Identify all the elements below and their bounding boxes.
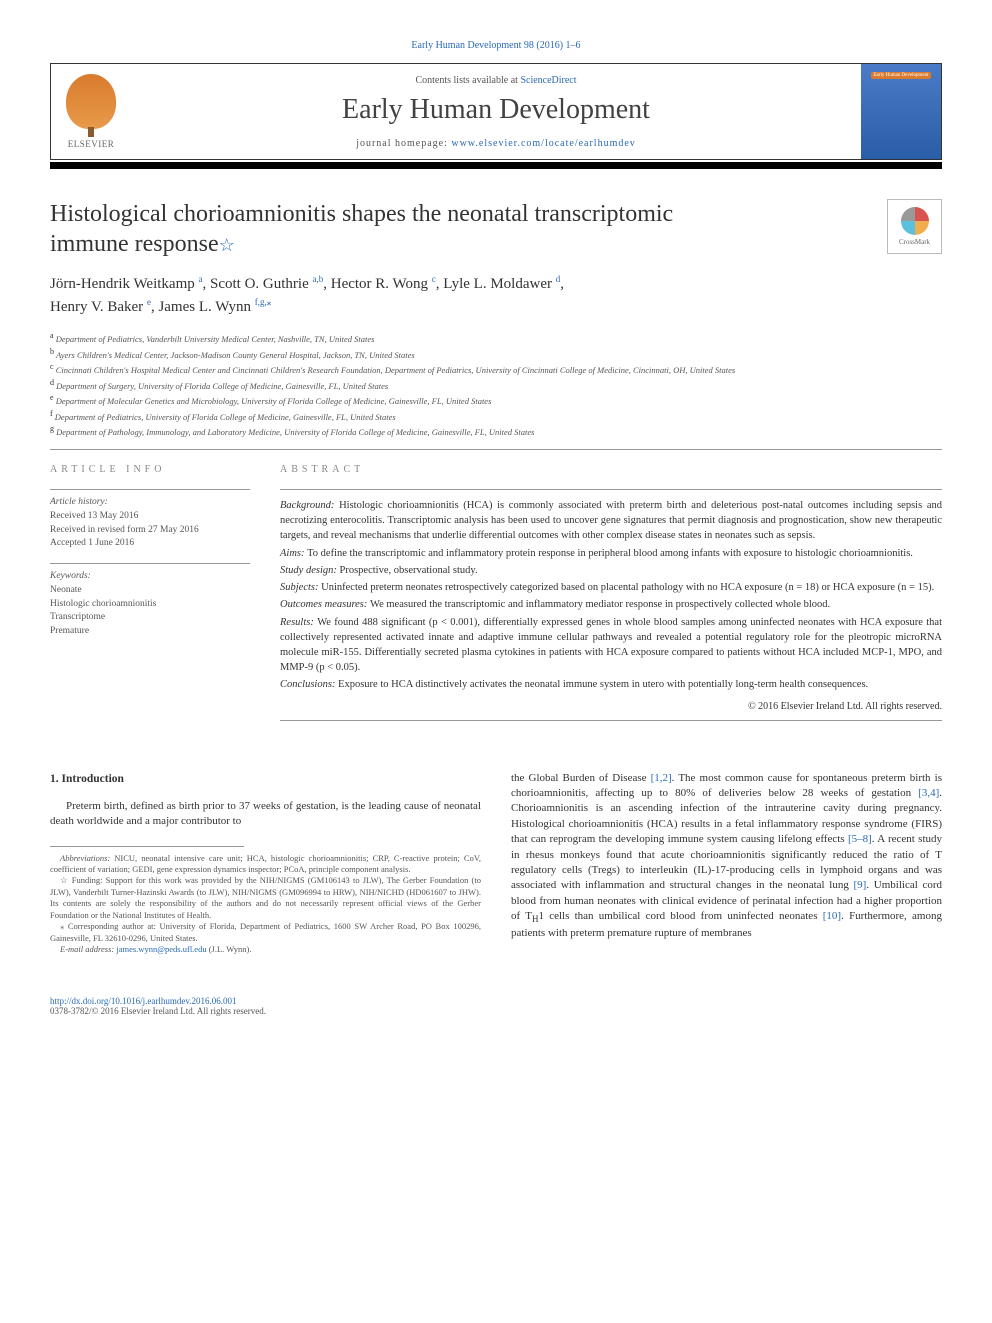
abstract-section: Aims: To define the transcriptomic and i… bbox=[280, 546, 942, 561]
doi-link[interactable]: http://dx.doi.org/10.1016/j.earlhumdev.2… bbox=[50, 996, 237, 1006]
affiliation: c Cincinnati Children's Hospital Medical… bbox=[50, 361, 942, 377]
journal-cover-thumbnail: Early Human Development bbox=[861, 64, 941, 159]
abstract-section: Conclusions: Exposure to HCA distinctive… bbox=[280, 677, 942, 692]
history-line: Received in revised form 27 May 2016 bbox=[50, 524, 250, 538]
contents-prefix: Contents lists available at bbox=[415, 75, 520, 86]
email-suffix: (J.L. Wynn). bbox=[207, 944, 252, 954]
homepage-prefix: journal homepage: bbox=[356, 138, 451, 149]
keyword: Transcriptome bbox=[50, 611, 250, 625]
affiliation: f Department of Pediatrics, University o… bbox=[50, 408, 942, 424]
funding-star-icon: ☆ bbox=[60, 875, 69, 885]
citation-link[interactable]: [1,2] bbox=[651, 772, 672, 784]
cover-thumb-label: Early Human Development bbox=[871, 72, 932, 79]
history-line: Received 13 May 2016 bbox=[50, 510, 250, 524]
journal-title: Early Human Development bbox=[131, 94, 861, 126]
journal-homepage-line: journal homepage: www.elsevier.com/locat… bbox=[131, 138, 861, 149]
sciencedirect-link[interactable]: ScienceDirect bbox=[520, 75, 576, 86]
page-footer: http://dx.doi.org/10.1016/j.earlhumdev.2… bbox=[50, 996, 942, 1016]
crossmark-badge[interactable]: CrossMark bbox=[887, 199, 942, 254]
abbreviations-footnote: Abbreviations: NICU, neonatal intensive … bbox=[50, 853, 481, 876]
body-column-left: 1. Introduction Preterm birth, defined a… bbox=[50, 771, 481, 956]
affiliation: d Department of Surgery, University of F… bbox=[50, 377, 942, 393]
corresponding-author-footnote: ⁎ Corresponding author at: University of… bbox=[50, 921, 481, 944]
issn-copyright-line: 0378-3782/© 2016 Elsevier Ireland Ltd. A… bbox=[50, 1006, 266, 1016]
article-info-heading: ARTICLE INFO bbox=[50, 464, 250, 475]
abstract-section: Study design: Prospective, observational… bbox=[280, 563, 942, 578]
citation-link[interactable]: [5–8] bbox=[848, 833, 872, 845]
corr-text: Corresponding author at: University of F… bbox=[50, 921, 481, 942]
elsevier-logo: ELSEVIER bbox=[51, 64, 131, 159]
abstract-heading: ABSTRACT bbox=[280, 464, 942, 475]
article-title: Histological chorioamnionitis shapes the… bbox=[50, 199, 872, 259]
email-label: E-mail address: bbox=[60, 944, 116, 954]
keywords-block: Keywords: Neonate Histologic chorioamnio… bbox=[50, 563, 250, 639]
abstract-section: Outcomes measures: We measured the trans… bbox=[280, 597, 942, 612]
affiliation: a Department of Pediatrics, Vanderbilt U… bbox=[50, 330, 942, 346]
citation-link[interactable]: [3,4] bbox=[918, 787, 939, 799]
abstract-section: Results: We found 488 significant (p < 0… bbox=[280, 615, 942, 676]
contents-available-line: Contents lists available at ScienceDirec… bbox=[131, 75, 861, 86]
keyword: Premature bbox=[50, 625, 250, 639]
journal-header: ELSEVIER Contents lists available at Sci… bbox=[50, 63, 942, 160]
citation-link[interactable]: [9] bbox=[854, 879, 867, 891]
affiliation: g Department of Pathology, Immunology, a… bbox=[50, 423, 942, 439]
affiliation: b Ayers Children's Medical Center, Jacks… bbox=[50, 346, 942, 362]
elsevier-tree-icon bbox=[66, 74, 116, 129]
abstract-copyright: © 2016 Elsevier Ireland Ltd. All rights … bbox=[280, 701, 942, 712]
body-column-right: the Global Burden of Disease [1,2]. The … bbox=[511, 771, 942, 956]
footnotes: Abbreviations: NICU, neonatal intensive … bbox=[50, 853, 481, 956]
funding-footnote: ☆ Funding: Support for this work was pro… bbox=[50, 875, 481, 921]
article-history-label: Article history: bbox=[50, 496, 250, 510]
journal-homepage-link[interactable]: www.elsevier.com/locate/earlhumdev bbox=[451, 138, 635, 149]
abbrev-text: NICU, neonatal intensive care unit; HCA,… bbox=[50, 853, 481, 874]
affiliation-list: a Department of Pediatrics, Vanderbilt U… bbox=[50, 330, 942, 439]
abbrev-label: Abbreviations: bbox=[60, 853, 114, 863]
citation-link[interactable]: [10] bbox=[823, 910, 841, 922]
journal-reference: Early Human Development 98 (2016) 1–6 bbox=[50, 40, 942, 51]
divider bbox=[280, 720, 942, 721]
elsevier-label: ELSEVIER bbox=[68, 139, 115, 149]
intro-paragraph: Preterm birth, defined as birth prior to… bbox=[50, 799, 481, 830]
title-funding-star-icon: ☆ bbox=[219, 235, 235, 255]
footnote-separator bbox=[50, 846, 244, 847]
crossmark-icon bbox=[901, 207, 929, 235]
introduction-heading: 1. Introduction bbox=[50, 771, 481, 787]
intro-paragraph-continued: the Global Burden of Disease [1,2]. The … bbox=[511, 771, 942, 942]
article-history-block: Article history: Received 13 May 2016 Re… bbox=[50, 489, 250, 551]
funding-text: Funding: Support for this work was provi… bbox=[50, 875, 481, 919]
abstract-section: Background: Histologic chorioamnionitis … bbox=[280, 498, 942, 544]
abstract-section: Subjects: Uninfected preterm neonates re… bbox=[280, 580, 942, 595]
keyword: Neonate bbox=[50, 584, 250, 598]
header-divider-bar bbox=[50, 162, 942, 169]
affiliation: e Department of Molecular Genetics and M… bbox=[50, 392, 942, 408]
corresponding-email-link[interactable]: james.wynn@peds.ufl.edu bbox=[116, 944, 206, 954]
title-line-1: Histological chorioamnionitis shapes the… bbox=[50, 201, 673, 227]
keywords-label: Keywords: bbox=[50, 570, 250, 584]
crossmark-label: CrossMark bbox=[899, 238, 930, 246]
history-line: Accepted 1 June 2016 bbox=[50, 537, 250, 551]
keyword: Histologic chorioamnionitis bbox=[50, 598, 250, 612]
email-footnote: E-mail address: james.wynn@peds.ufl.edu … bbox=[50, 944, 481, 955]
title-line-2: immune response bbox=[50, 231, 219, 257]
divider bbox=[50, 449, 942, 450]
author-list: Jörn-Hendrik Weitkamp a, Scott O. Guthri… bbox=[50, 273, 942, 318]
abstract-body: Background: Histologic chorioamnionitis … bbox=[280, 489, 942, 693]
